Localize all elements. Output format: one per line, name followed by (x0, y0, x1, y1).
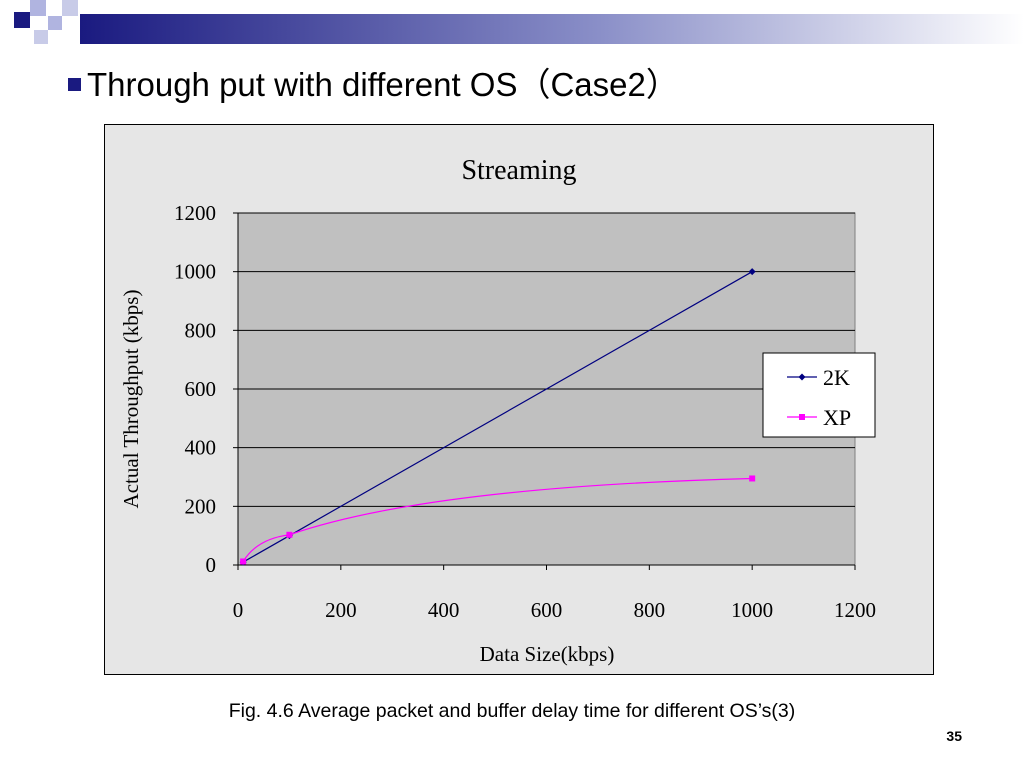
series-line-xp (242, 477, 753, 562)
legend-label-2k: 2K (823, 365, 850, 390)
y-tick-label: 600 (185, 377, 217, 401)
legend-label-xp: XP (823, 405, 851, 430)
x-tick-label: 400 (428, 598, 460, 622)
figure-caption: Fig. 4.6 Average packet and buffer delay… (228, 700, 796, 722)
x-tick-label: 600 (531, 598, 563, 622)
x-axis-label: Data Size(kbps) (480, 642, 615, 666)
data-point-xp (749, 475, 756, 482)
square-bullet-icon (68, 78, 81, 91)
data-point-xp (240, 558, 247, 565)
y-tick-label: 1000 (174, 260, 216, 284)
data-point-2k (748, 268, 756, 276)
y-tick-label: 800 (185, 318, 217, 342)
page-number: 35 (946, 728, 962, 744)
chart-title: Streaming (461, 155, 576, 186)
y-tick-label: 0 (206, 553, 217, 577)
x-tick-label: 1200 (834, 598, 876, 622)
x-tick-label: 200 (325, 598, 357, 622)
header-squares-decoration (14, 0, 78, 44)
x-tick-label: 0 (233, 598, 244, 622)
y-tick-label: 400 (185, 436, 217, 460)
chart: 0 200 400 600 800 1000 1200 0 200 400 600 800 1000 12… (119, 155, 876, 666)
y-tick-label: 200 (185, 494, 217, 518)
header-bar (0, 0, 1024, 48)
slide-title-text: Through put with different OS（Case2） (87, 66, 679, 103)
slide-title: Through put with different OS（Case2） (68, 58, 679, 106)
x-tick-label: 800 (634, 598, 666, 622)
data-point-xp (286, 531, 293, 538)
header-gradient-bar (80, 14, 1024, 44)
y-axis-label: Actual Throughput (kbps) (119, 290, 143, 509)
legend-box (762, 352, 876, 438)
legend-marker-xp (799, 414, 805, 420)
y-tick-label: 1200 (174, 201, 216, 225)
legend-marker-2k (798, 373, 806, 381)
x-tick-label: 1000 (731, 598, 773, 622)
